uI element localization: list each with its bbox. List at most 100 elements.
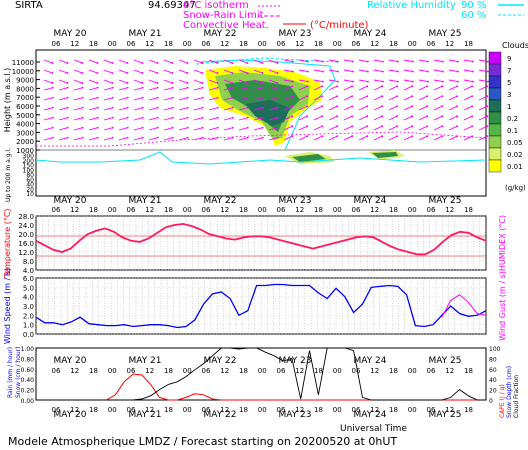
- wind-arrow: [208, 97, 218, 101]
- wind-arrow-head: [126, 62, 129, 64]
- wind-arrow-head: [231, 96, 234, 99]
- wind-arrow: [163, 97, 173, 101]
- wind-arrow: [253, 97, 263, 101]
- wind-arrow-head: [306, 70, 309, 73]
- wind-arrow-head: [441, 70, 444, 73]
- wind-arrow-head: [351, 70, 354, 73]
- wind-bottom-day-label: MAY 25: [428, 356, 461, 366]
- wind-arrow-head: [276, 86, 279, 89]
- wind-arrow-head: [186, 136, 189, 139]
- wind-arrow: [103, 117, 113, 121]
- wind-arrow: [88, 107, 98, 111]
- wind-arrow-head: [81, 86, 84, 89]
- precip-ytick-right-label: 0: [489, 398, 493, 405]
- ytick-label: 24.0: [18, 222, 34, 230]
- wind-arrow-head: [291, 115, 294, 118]
- wind-arrow-head: [396, 125, 399, 128]
- wind-arrow: [178, 137, 188, 141]
- colorbar-swatch: [488, 75, 502, 89]
- wind-arrow: [268, 69, 278, 74]
- wind-arrow-head: [246, 96, 249, 99]
- bottom-hour-label: 00: [408, 406, 417, 414]
- top-hour-label: 06: [202, 40, 211, 48]
- wind-arrow: [448, 135, 458, 141]
- bottom-hour-label: 00: [108, 406, 117, 414]
- wind-arrow-head: [51, 136, 54, 139]
- wind-arrow: [358, 79, 368, 83]
- wind-arrow-head: [306, 105, 309, 108]
- wind-arrow-head: [216, 96, 219, 99]
- wind-arrow: [463, 79, 473, 83]
- wind-arrow: [43, 97, 53, 101]
- wind-bottom-hour-label: 06: [52, 367, 61, 375]
- wind-arrow-head: [291, 80, 294, 83]
- top-day-label: MAY 23: [278, 29, 311, 39]
- convective-legend-label: Convective Heat.: [183, 20, 269, 31]
- wind-arrow-head: [486, 80, 489, 83]
- wind-arrow-head: [201, 86, 204, 89]
- wind-arrow-head: [456, 95, 459, 98]
- wind-arrow-head: [351, 80, 354, 83]
- cloud-ytick-label: 300: [23, 153, 35, 160]
- precip-ytick-label: 1.00: [21, 346, 35, 353]
- wind-bottom-day-label: MAY 23: [278, 356, 311, 366]
- wind-arrow: [388, 115, 398, 121]
- wind-arrow-head: [411, 135, 414, 138]
- wind-arrow: [178, 79, 188, 84]
- wind-arrow: [358, 115, 368, 121]
- wind-arrow: [418, 59, 428, 63]
- wind-arrow: [133, 97, 143, 101]
- wind-arrow-head: [141, 72, 144, 74]
- wind-arrow: [358, 69, 368, 73]
- wind-arrow-head: [351, 60, 354, 63]
- bottom-hour-label: 18: [314, 406, 323, 414]
- wind-arrow-head: [81, 96, 84, 99]
- wind-arrow-head: [306, 95, 309, 98]
- wind-arrow: [463, 135, 473, 141]
- wind-arrow-head: [321, 125, 324, 128]
- wind-arrow: [103, 127, 113, 131]
- bottom-hour-label: 06: [352, 406, 361, 414]
- wind-arrow-head: [186, 82, 189, 84]
- wind-bottom-hour-label: 00: [183, 367, 192, 375]
- temp-ylabel: Temperature (°C): [3, 208, 12, 278]
- wind-bottom-hour-label: 06: [352, 367, 361, 375]
- wind-arrow: [193, 59, 203, 64]
- wind-arrow-head: [111, 82, 114, 84]
- mid-hour-label: 12: [445, 206, 454, 214]
- wind-arrow: [58, 117, 68, 121]
- wind-arrow: [118, 137, 128, 141]
- wind-arrow: [253, 69, 263, 74]
- wind-arrow: [103, 137, 113, 141]
- wind-arrow: [403, 85, 413, 91]
- wind-arrow: [223, 59, 233, 64]
- bottom-hour-label: 12: [370, 406, 379, 414]
- rain-ylabel: Rain (mm / hour): [7, 347, 14, 398]
- wind-arrow-head: [81, 106, 84, 109]
- wind-arrow-head: [456, 70, 459, 73]
- wind-arrow: [418, 115, 428, 121]
- wind-arrow: [163, 69, 173, 74]
- rh-60-contour: [195, 57, 339, 65]
- wind-bottom-hour-label: 18: [389, 367, 398, 375]
- colorbar-swatch: [488, 87, 502, 101]
- wind-arrow-head: [246, 116, 249, 119]
- colorbar-swatch: [488, 123, 502, 137]
- wind-arrow-head: [231, 72, 234, 74]
- wind-arrow: [58, 69, 68, 74]
- cloud-ytick-label: 5000: [16, 112, 34, 120]
- wind-arrow: [283, 105, 293, 111]
- wind-arrow-head: [471, 70, 474, 73]
- wind-arrow: [148, 107, 158, 111]
- wind-arrow-head: [276, 72, 279, 74]
- wind-arrow: [73, 137, 83, 141]
- cloud-ytick-label: 6000: [16, 103, 34, 111]
- wind-arrow: [73, 127, 83, 131]
- wind-arrow-head: [366, 125, 369, 128]
- wind-arrow: [238, 137, 248, 141]
- wind-arrow-head: [366, 135, 369, 138]
- wind-arrow: [343, 135, 353, 141]
- wind-arrow-head: [366, 95, 369, 98]
- wind-arrow: [448, 115, 458, 121]
